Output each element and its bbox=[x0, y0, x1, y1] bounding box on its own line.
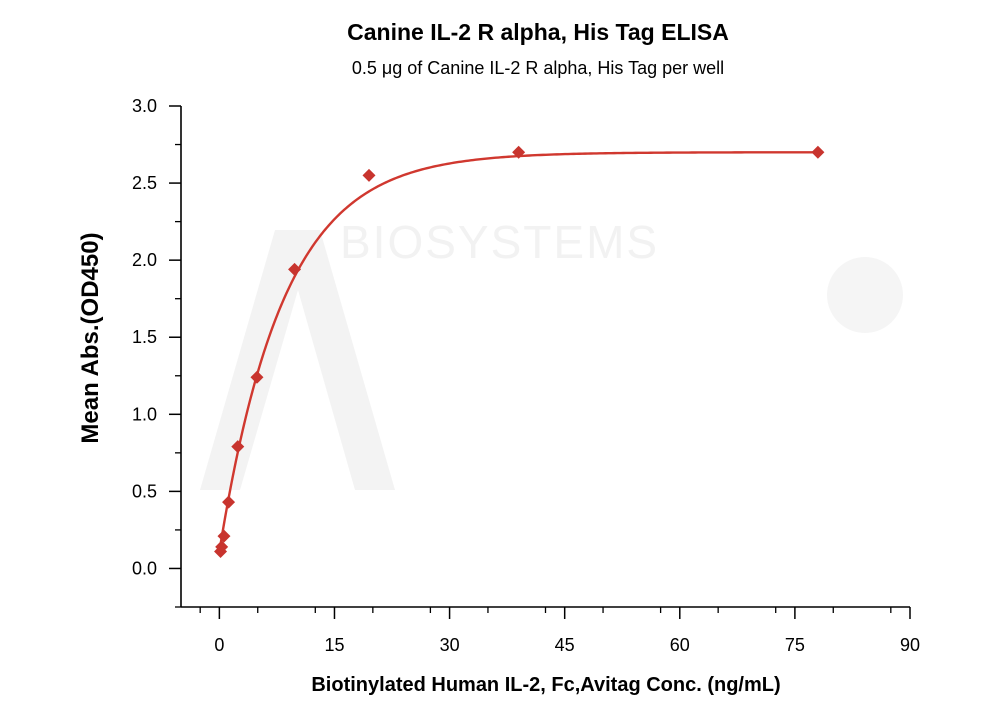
data-point bbox=[222, 495, 236, 509]
data-point bbox=[250, 370, 264, 384]
x-tick-label: 45 bbox=[555, 635, 575, 655]
y-tick-label: 1.0 bbox=[132, 404, 157, 424]
y-tick-label: 0.0 bbox=[132, 558, 157, 578]
data-point bbox=[217, 529, 231, 543]
x-tick-label: 0 bbox=[214, 635, 224, 655]
x-tick-label: 15 bbox=[324, 635, 344, 655]
watermark-logo-a bbox=[200, 230, 395, 490]
data-point bbox=[215, 540, 229, 554]
chart-title: Canine IL-2 R alpha, His Tag ELISA bbox=[347, 19, 729, 45]
fit-curve-layer bbox=[219, 151, 818, 545]
data-point bbox=[288, 262, 302, 276]
y-axis-label: Mean Abs.(OD450) bbox=[77, 232, 104, 443]
data-point bbox=[231, 440, 245, 454]
x-tick-label: 75 bbox=[785, 635, 805, 655]
watermark-logo-dot bbox=[827, 257, 903, 333]
y-tick-label: 2.0 bbox=[132, 250, 157, 270]
y-tick-label: 0.5 bbox=[132, 481, 157, 501]
y-tick-label: 3.0 bbox=[132, 96, 157, 116]
watermark: BIOSYSTEMS bbox=[200, 216, 903, 490]
y-tick-label: 2.5 bbox=[132, 173, 157, 193]
watermark-brand-text: BIOSYSTEMS bbox=[340, 216, 659, 268]
data-point bbox=[512, 145, 526, 159]
axes bbox=[169, 105, 911, 619]
x-tick-label: 30 bbox=[440, 635, 460, 655]
x-tick-label: 90 bbox=[900, 635, 920, 655]
fit-curve-line bbox=[219, 151, 818, 545]
x-tick-label: 60 bbox=[670, 635, 690, 655]
y-tick-label: 1.5 bbox=[132, 327, 157, 347]
data-point bbox=[811, 145, 825, 159]
data-point bbox=[362, 168, 376, 182]
data-points-layer bbox=[214, 145, 825, 559]
chart-subtitle: 0.5 μg of Canine IL-2 R alpha, His Tag p… bbox=[352, 58, 724, 78]
tick-labels-layer: 0.0 0.5 1.0 1.5 2.0 2.5 3.0 0 15 30 45 60 75 90 bbox=[132, 96, 920, 655]
x-axis-label: Biotinylated Human IL-2, Fc,Avitag Conc.… bbox=[311, 674, 780, 696]
